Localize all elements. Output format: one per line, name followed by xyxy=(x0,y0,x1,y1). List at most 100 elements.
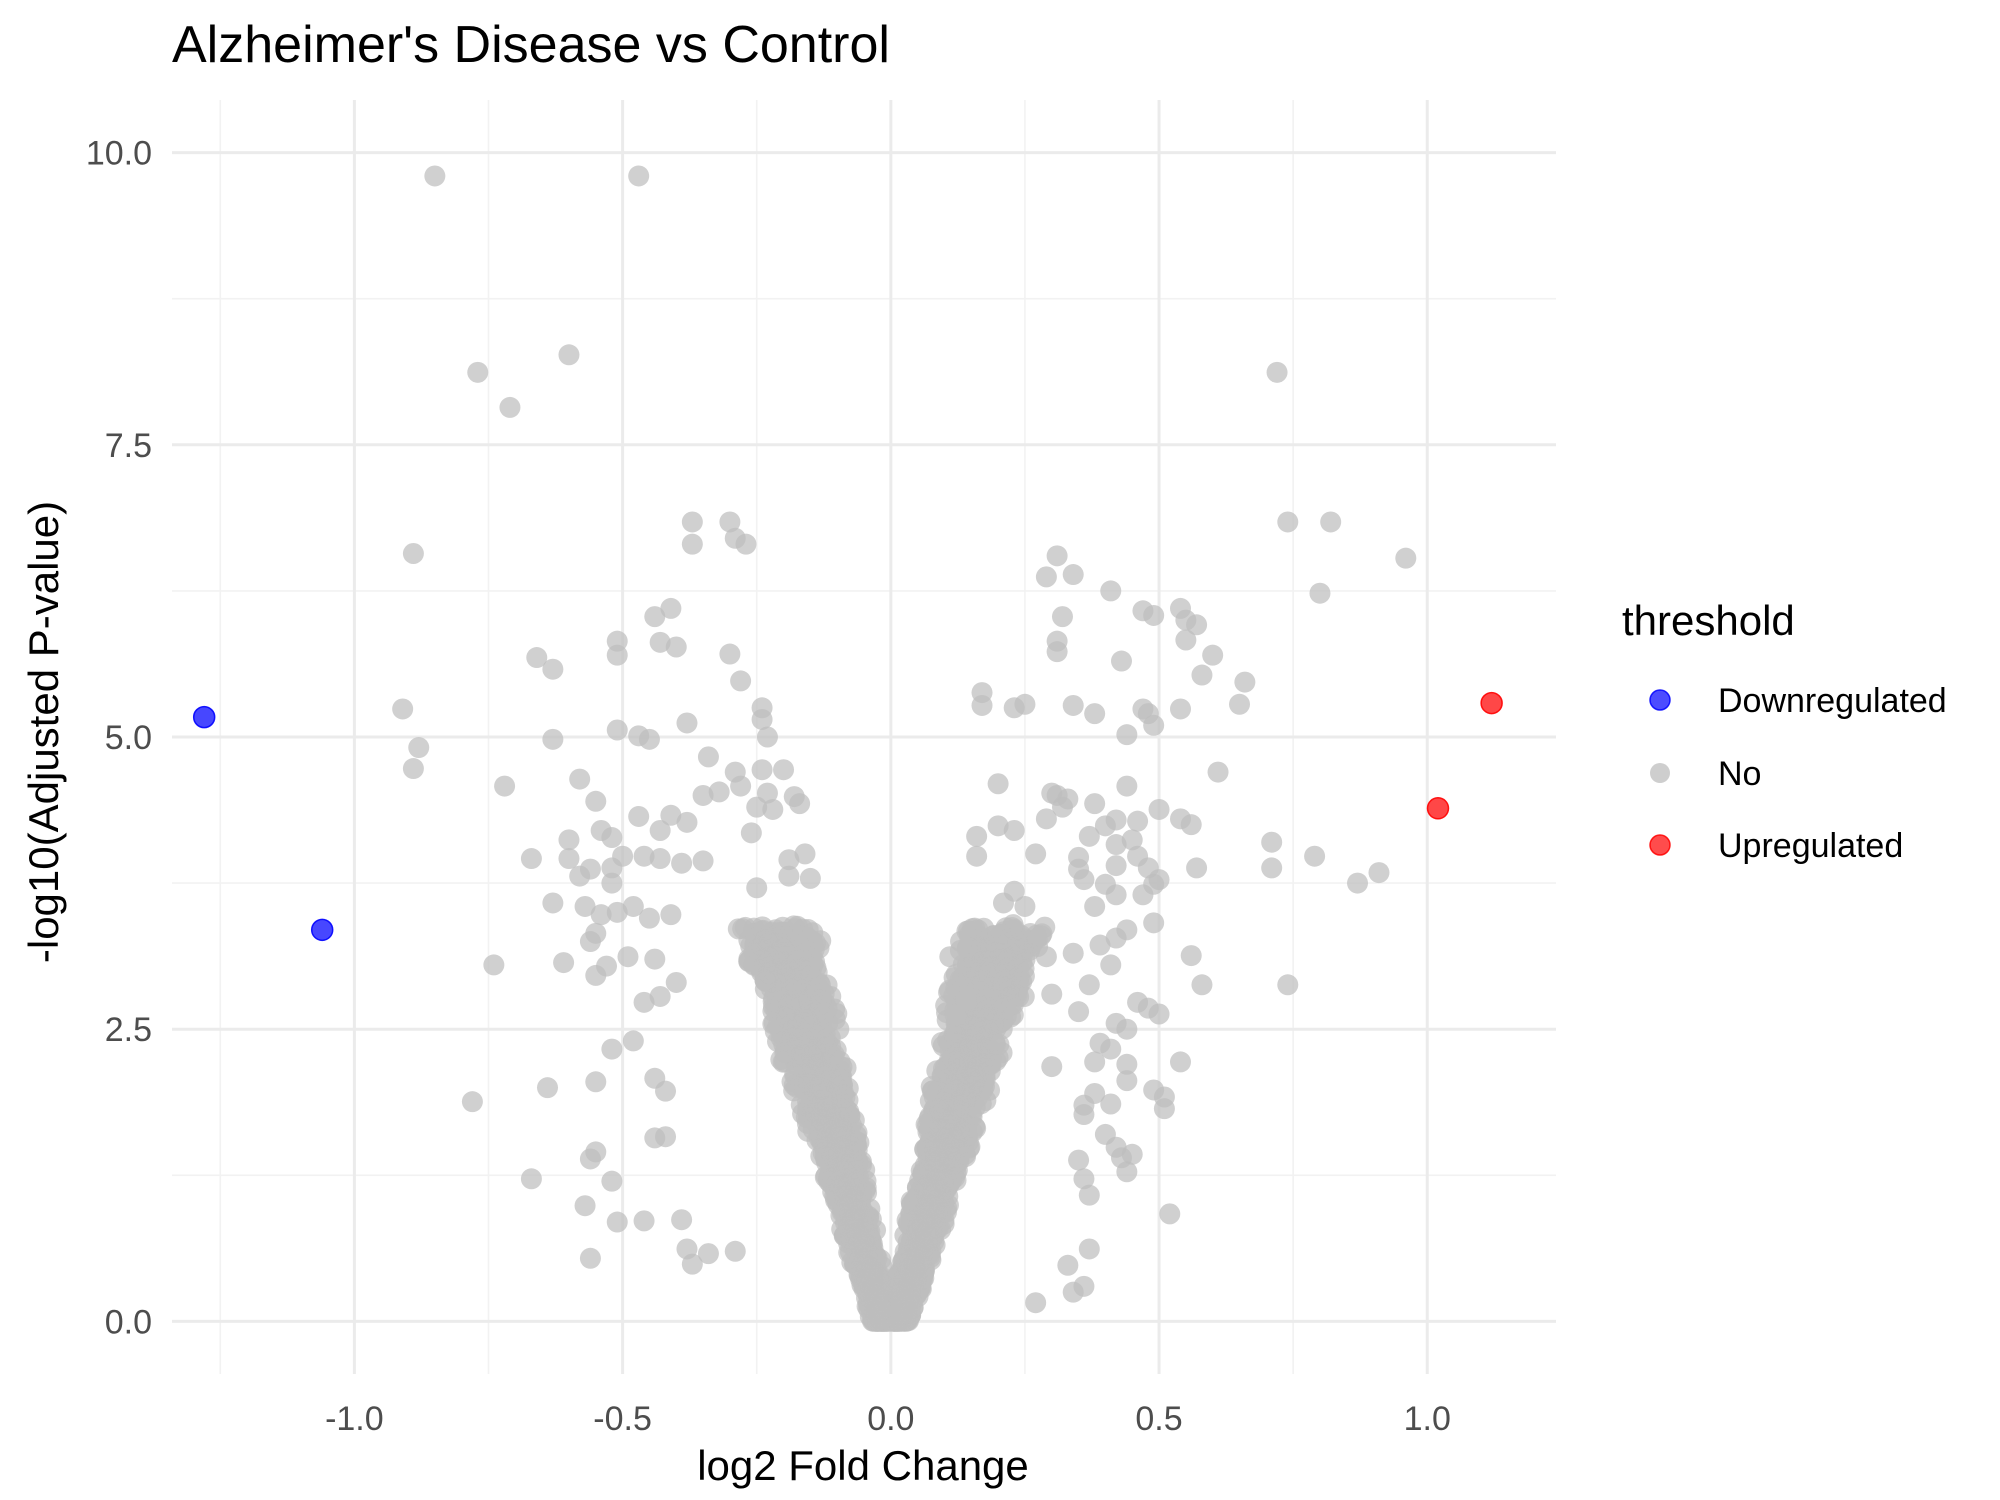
background-point xyxy=(818,1170,840,1192)
legend-item-downregulated: Downregulated xyxy=(1649,682,1947,720)
y-tick-label: 10.0 xyxy=(86,135,152,173)
data-point-no xyxy=(526,647,548,669)
data-point-no xyxy=(638,907,660,929)
data-point-no xyxy=(671,852,693,874)
y-tick-label: 2.5 xyxy=(105,1011,152,1049)
data-point-no xyxy=(1078,974,1100,996)
background-point xyxy=(787,949,809,971)
data-point-no xyxy=(681,533,703,555)
data-point-no xyxy=(601,1170,623,1192)
background-point xyxy=(792,1053,814,1075)
data-point-no xyxy=(579,931,601,953)
data-point-no xyxy=(1148,798,1170,820)
data-point-no xyxy=(1062,694,1084,716)
y-axis-ticks: 0.0 2.5 5.0 7.5 10.0 xyxy=(86,135,152,1342)
data-point-no xyxy=(601,872,623,894)
background-point xyxy=(966,962,988,984)
data-point-no xyxy=(1062,1281,1084,1303)
data-point-no xyxy=(612,845,634,867)
data-point-no xyxy=(1368,862,1390,884)
data-point-no xyxy=(944,1004,966,1026)
data-point-no xyxy=(574,1195,596,1217)
data-point-no xyxy=(1100,1093,1122,1115)
data-point-no xyxy=(590,904,612,926)
data-point-no xyxy=(1003,820,1025,842)
background-point xyxy=(944,1167,966,1189)
x-tick-label: 0.0 xyxy=(867,1400,914,1438)
background-point xyxy=(925,1216,947,1238)
background-point xyxy=(834,1086,856,1108)
data-point-no xyxy=(655,1126,677,1148)
data-point-no xyxy=(1062,564,1084,586)
data-point-no xyxy=(724,1240,746,1262)
data-point-no xyxy=(392,698,414,720)
data-point-no xyxy=(569,865,591,887)
x-tick-label: -1.0 xyxy=(325,1400,384,1438)
data-point-no xyxy=(520,1168,542,1190)
data-point-no xyxy=(778,849,800,871)
data-point-no xyxy=(499,396,521,418)
data-point-downregulated xyxy=(310,918,334,942)
data-point-no xyxy=(467,361,489,383)
data-point-no xyxy=(402,758,424,780)
legend-key-no xyxy=(1650,763,1670,783)
data-point-no xyxy=(1304,845,1326,867)
data-point-no xyxy=(660,904,682,926)
data-point-no xyxy=(1207,761,1229,783)
data-point-no xyxy=(773,759,795,781)
data-point-no xyxy=(537,1077,559,1099)
data-point-no xyxy=(719,643,741,665)
data-point-no xyxy=(1261,857,1283,879)
data-point-no xyxy=(649,820,671,842)
data-point-no xyxy=(649,985,671,1007)
background-point xyxy=(800,1092,822,1114)
data-point-no xyxy=(558,848,580,870)
data-point-no xyxy=(1116,1161,1138,1183)
x-axis-title: log2 Fold Change xyxy=(697,1442,1029,1489)
data-point-no xyxy=(746,796,768,818)
data-point-no xyxy=(649,631,671,653)
data-point-upregulated xyxy=(1426,797,1450,820)
background-point xyxy=(942,1049,964,1071)
data-point-no xyxy=(1180,814,1202,836)
background-point xyxy=(853,1229,875,1251)
data-point-no xyxy=(987,815,1009,837)
data-point-no xyxy=(1116,724,1138,746)
data-point-no xyxy=(1084,703,1106,725)
background-point xyxy=(805,957,827,979)
data-point-no xyxy=(606,719,628,741)
data-point-no xyxy=(649,848,671,870)
data-point-no xyxy=(569,768,591,790)
data-point-no xyxy=(1068,1149,1090,1171)
data-point-downregulated xyxy=(192,705,216,729)
data-point-no xyxy=(1191,664,1213,686)
background-point-cloud xyxy=(727,914,1056,1332)
data-point-no xyxy=(574,895,596,917)
data-point-no xyxy=(1202,644,1224,666)
data-point-no xyxy=(971,694,993,716)
data-point-no xyxy=(1169,698,1191,720)
data-point-no xyxy=(1094,815,1116,837)
data-point-no xyxy=(1100,580,1122,602)
legend-label-downregulated: Downregulated xyxy=(1718,682,1947,720)
y-tick-label: 0.0 xyxy=(105,1303,152,1341)
data-point-no xyxy=(1277,974,1299,996)
data-point-no xyxy=(606,901,628,923)
data-point-no xyxy=(966,825,988,847)
legend-key-upregulated xyxy=(1649,834,1671,856)
data-point-no xyxy=(799,867,821,889)
y-tick-label: 5.0 xyxy=(105,719,152,757)
data-point-no xyxy=(1121,829,1143,851)
data-point-no xyxy=(1148,869,1170,891)
data-point-no xyxy=(778,865,800,887)
background-point xyxy=(755,927,777,949)
data-point-no xyxy=(1159,1203,1181,1225)
legend-label-no: No xyxy=(1718,755,1761,793)
data-point-no xyxy=(1153,1098,1175,1120)
data-point-no xyxy=(520,848,542,870)
background-point xyxy=(809,994,831,1016)
data-point-no xyxy=(1068,1001,1090,1023)
data-point-no xyxy=(1025,843,1047,865)
x-tick-label: 1.0 xyxy=(1404,1400,1451,1438)
